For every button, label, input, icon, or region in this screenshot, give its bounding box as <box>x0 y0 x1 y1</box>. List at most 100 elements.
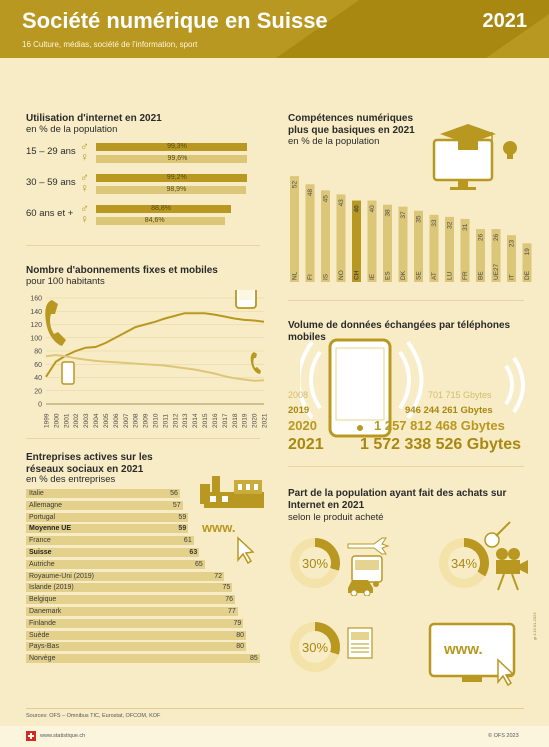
female-icon: ♀ <box>80 212 89 226</box>
x-tick-label: 2021 <box>262 413 269 428</box>
y-tick-label: 120 <box>30 322 42 329</box>
bar-female-value: 98,9% <box>166 186 187 193</box>
entreprise-bar-value: 59 <box>178 525 187 533</box>
entreprise-country-label: Italie <box>29 490 44 497</box>
lightbulb-icon <box>503 141 517 159</box>
bar-female-value: 84,6% <box>144 217 165 224</box>
entreprise-row: Autriche 65 <box>26 559 260 570</box>
competence-bar <box>383 204 392 282</box>
competence-country-label: IE <box>369 273 376 280</box>
entreprise-country-label: Autriche <box>29 560 55 568</box>
female-icon: ♀ <box>80 181 89 195</box>
mobile-subscriptions-line <box>45 312 265 378</box>
entreprise-country-label: Belgique <box>29 596 57 604</box>
entreprise-bar-value: 65 <box>194 560 203 568</box>
competences-subtitle: en % de la population <box>288 136 380 147</box>
mobile-phone-icon <box>235 290 257 309</box>
entreprise-bar <box>26 595 236 605</box>
fixed-subscriptions-line <box>45 353 265 382</box>
y-tick-label: 60 <box>34 362 42 369</box>
car-icon <box>348 580 373 596</box>
fixed-phone-small-icon <box>250 352 261 374</box>
x-tick-label: 2008 <box>133 413 140 428</box>
entreprise-bar-value: 85 <box>250 655 258 663</box>
entreprise-row: Belgique 76 <box>26 594 260 605</box>
competence-bar <box>352 200 361 282</box>
entreprise-row: Finlande 79 <box>26 618 260 629</box>
entreprise-row: Moyenne UE 59 <box>26 523 260 534</box>
x-tick-label: 2009 <box>143 413 150 428</box>
entreprise-country-label: Norvège <box>29 655 56 663</box>
document-code: gr-f-16.01-2023 <box>532 612 537 640</box>
film-camera-icon <box>496 548 528 591</box>
newspaper-icon <box>347 627 373 659</box>
entreprises-subtitle: en % des entreprises <box>26 474 116 485</box>
entreprise-row: Suède 80 <box>26 630 260 641</box>
x-tick-label: 2018 <box>232 413 239 428</box>
entreprise-country-label: Allemagne <box>29 501 63 509</box>
competence-bar-value: 40 <box>354 205 361 213</box>
competence-bar-value: 26 <box>478 233 485 241</box>
entreprise-row: Italie 56 <box>26 488 260 499</box>
competence-bar <box>491 229 501 282</box>
entreprise-bar <box>26 524 189 534</box>
competence-bar-value: 19 <box>524 248 531 256</box>
entreprise-country-label: Danemark <box>29 608 62 615</box>
bus-icon <box>351 555 383 587</box>
entreprise-bar-value: 63 <box>189 549 198 556</box>
female-icon: ♀ <box>80 150 89 164</box>
entreprise-bar <box>26 548 200 557</box>
competence-bar-value: 52 <box>292 180 299 188</box>
x-tick-label: 2017 <box>222 413 229 428</box>
internet-subtitle: en % de la population <box>26 124 118 135</box>
competence-country-label: ES <box>385 271 392 280</box>
volume-value-2020: 1 257 812 468 Gbytes <box>374 418 505 433</box>
volume-year-2021: 2021 <box>288 436 324 453</box>
competence-bar-value: 38 <box>385 209 392 217</box>
entreprise-bar <box>26 512 189 522</box>
competence-country-label: IT <box>509 274 516 280</box>
bar-male <box>96 174 247 182</box>
divider <box>288 466 524 467</box>
laptop-icon <box>428 622 516 682</box>
website-link[interactable]: www.statistique.ch <box>40 733 86 739</box>
volume-title: Volume de données échangées par téléphon… <box>288 320 511 343</box>
entreprise-bar-value: 57 <box>172 501 181 509</box>
competence-bar-value: 26 <box>493 233 500 241</box>
entreprise-bar <box>26 607 238 616</box>
competence-bar-value: 37 <box>400 211 407 219</box>
swiss-flag-icon <box>26 731 36 741</box>
competence-country-label: FR <box>462 271 469 280</box>
competence-country-label: NO <box>338 270 345 280</box>
entreprise-row: Danemark 77 <box>26 606 260 617</box>
factory-illustration: www. <box>200 476 264 564</box>
x-tick-label: 2012 <box>172 413 179 428</box>
guitar-icon <box>484 521 511 548</box>
abonnements-title: Nombre d'abonnements fixes et mobiles <box>26 265 218 276</box>
laptop-www-illustration: www. <box>428 622 516 687</box>
x-tick-label: 1999 <box>44 413 51 428</box>
donut-label: 34% <box>448 547 480 579</box>
header-banner <box>0 0 549 58</box>
x-tick-label: 2013 <box>182 413 189 428</box>
entreprise-country-label: Portugal <box>29 513 56 521</box>
entreprise-country-label: Royaume-Uni (2019) <box>29 572 94 580</box>
competence-country-label: DK <box>400 270 407 280</box>
bar-male <box>96 205 231 213</box>
cursor-icon <box>497 658 515 687</box>
entreprise-bar-value: 79 <box>233 619 242 627</box>
entreprise-row: Norvège 85 <box>26 653 260 664</box>
page-year: 2021 <box>482 10 528 32</box>
competence-bar-value: 45 <box>323 195 330 203</box>
bar-male-value: 88,8% <box>151 205 171 212</box>
signal-waves-right-icon <box>398 340 424 420</box>
competence-country-label: BE <box>478 271 485 280</box>
competence-bar-value: 32 <box>447 221 454 229</box>
www-text: www. <box>443 641 483 658</box>
competence-bar-value: 31 <box>462 223 469 231</box>
entreprise-bar-value: 77 <box>227 608 236 615</box>
entreprise-row: Royaume-Uni (2019) 72 <box>26 571 260 582</box>
x-tick-label: 2007 <box>123 413 130 428</box>
achats-subtitle: selon le produit acheté <box>288 512 384 523</box>
entreprise-bar <box>26 654 260 664</box>
